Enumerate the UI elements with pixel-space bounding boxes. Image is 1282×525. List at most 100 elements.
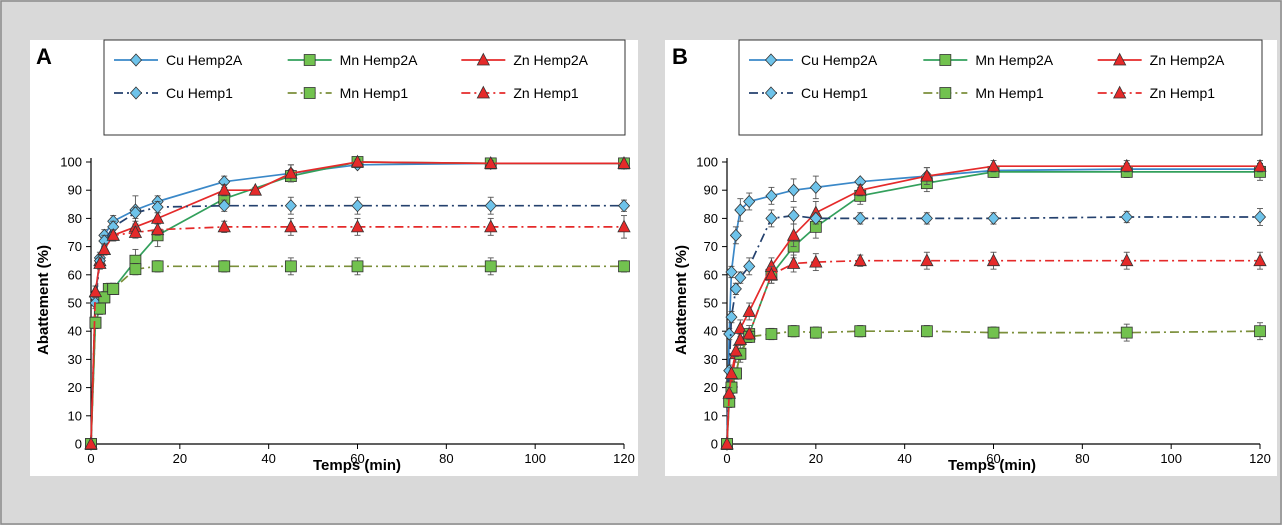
- panel-a: A Cu Hemp2A Mn Hemp2A Zn Hemp2A Cu Hemp1 Mn …: [30, 39, 638, 476]
- panel-a-legend-entry-zn-hemp2a-marker: [476, 52, 490, 66]
- panel-a-series-cu-hemp1-point: [484, 199, 497, 213]
- panel-a-series-mn-hemp1-point: [151, 260, 164, 273]
- panel-a-label: A: [36, 44, 52, 69]
- panel-a-legend: Cu Hemp2A Mn Hemp2A Zn Hemp2A Cu Hemp1 Mn He…: [114, 52, 589, 101]
- panel-b-x-axis-label: Temps (min): [948, 457, 1036, 474]
- panel-b-y-tick-label: 80: [704, 211, 718, 226]
- panel-a-series-mn-hemp1-point: [484, 260, 497, 273]
- panel-a-series-cu-hemp1-point: [617, 199, 631, 213]
- panel-b-series-mn-hemp1-point: [920, 325, 933, 338]
- panel-b-series-cu-hemp1-point: [1253, 210, 1267, 224]
- panel-a-y-tick-label: 100: [60, 155, 82, 170]
- panel-b-series-zn-hemp1-point: [724, 366, 739, 379]
- panel-a-series-mn-hemp1-point: [107, 282, 120, 295]
- panel-b-x-tick-label: 100: [1160, 451, 1182, 466]
- panel-b-series-cu-hemp2a-point: [723, 327, 736, 341]
- panel-b-x-tick-label: 80: [1075, 451, 1089, 466]
- panel-b-legend-box: [738, 39, 1263, 136]
- panel-a-series-zn-hemp1-point: [284, 219, 298, 233]
- panel-b-series-cu-hemp1-point: [854, 211, 867, 225]
- panel-b-series-cu-hemp2a-point: [809, 180, 822, 194]
- panel-b-series-cu-hemp1-point: [987, 211, 1000, 225]
- panel-b-series-zn-hemp2a: [720, 158, 1267, 450]
- panel-a-series-zn-hemp1-point: [128, 225, 143, 238]
- panel-b-x-tick-label: 60: [986, 451, 1000, 466]
- panel-a-axes: 0 10 20 30 40 50 60 70 80 90 100 0 20 40 60 80 100 120: [60, 155, 635, 467]
- panel-a-series-zn-hemp2a-point: [217, 182, 231, 196]
- panel-b-series-mn-hemp1-point: [987, 326, 1000, 339]
- panel-a-legend-entry-zn-hemp2a: Zn Hemp2A: [461, 52, 589, 68]
- panel-b-series-zn-hemp1-line: [726, 259, 1260, 445]
- panel-a-series-zn-hemp1-point: [484, 219, 498, 233]
- panel-a-series-zn-hemp1-point: [350, 219, 365, 233]
- panel-a-legend-entry-mn-hemp2a-marker: [303, 54, 316, 66]
- panel-b-series-cu-hemp1-point: [809, 211, 822, 225]
- panel-b-legend-entry-zn-hemp2a-marker: [1113, 52, 1127, 66]
- panel-a-series-zn-hemp1-point: [217, 219, 231, 233]
- panel-a-series-mn-hemp1-point: [284, 260, 297, 273]
- panel-a-series-cu-hemp1-point: [218, 199, 231, 213]
- panel-a-y-tick-label: 40: [68, 324, 82, 339]
- panel-a-series-zn-hemp2a-point: [617, 156, 631, 169]
- panel-b-series-cu-hemp2a-line: [726, 168, 1260, 445]
- panel-b-legend-entry-mn-hemp2a: Mn Hemp2A: [923, 52, 1054, 68]
- panel-b-series-cu-hemp1-point: [765, 211, 778, 225]
- panel-b-series-zn-hemp2a-point: [1120, 158, 1134, 172]
- panel-a-series-zn-hemp1-point: [150, 222, 165, 236]
- panel-a-series-cu-hemp1-point: [284, 199, 297, 213]
- panel-a-series-zn-hemp1: [84, 215, 631, 450]
- panel-a-legend-entry-cu-hemp1-label: Cu Hemp1: [166, 85, 233, 101]
- panel-b-series-zn-hemp1-point: [986, 253, 1001, 267]
- panel-b-series-cu-hemp1-point: [734, 271, 747, 285]
- panel-a-series-mn-hemp1-point: [129, 263, 142, 276]
- panel-a-series-zn-hemp1-point: [88, 284, 103, 298]
- panel-b-legend-entry-cu-hemp2a: Cu Hemp2A: [749, 52, 878, 68]
- panel-a-legend-entry-zn-hemp1: Zn Hemp1: [461, 85, 579, 101]
- panel-b-series-zn-hemp1-point: [729, 343, 743, 357]
- panel-a-series-mn-hemp1-point: [351, 260, 364, 273]
- panel-a-series-mn-hemp1-point: [89, 316, 102, 329]
- panel-b-series-zn-hemp2a-point: [786, 227, 801, 241]
- panel-b-series-cu-hemp2a-point: [734, 203, 747, 217]
- panel-b-y-tick-label: 0: [711, 437, 718, 452]
- panel-a-legend-entry-cu-hemp2a-label: Cu Hemp2A: [166, 52, 243, 68]
- panel-a-y-tick-label: 10: [68, 408, 82, 423]
- panel-a-x-tick-label: 20: [173, 451, 187, 466]
- panel-a-legend-entry-mn-hemp2a: Mn Hemp2A: [287, 52, 418, 68]
- panel-b-legend-entry-zn-hemp1: Zn Hemp1: [1097, 85, 1216, 101]
- panel-b-y-tick-label: 30: [704, 352, 718, 367]
- panel-a-x-axis-label: Temps (min): [313, 457, 401, 474]
- panel-b-series-zn-hemp1-point: [786, 256, 801, 269]
- panel-a-plot: [84, 154, 631, 451]
- panel-b-series-zn-hemp1-point: [1253, 253, 1267, 267]
- panel-a-x-tick-label: 40: [261, 451, 275, 466]
- panel-a-legend-entry-zn-hemp2a-label: Zn Hemp2A: [513, 52, 588, 68]
- panel-a-y-tick-label: 60: [68, 267, 82, 282]
- panel-a-y-tick-label: 90: [68, 183, 82, 198]
- panel-b-y-tick-label: 40: [704, 324, 718, 339]
- panel-a-legend-entry-mn-hemp1-label: Mn Hemp1: [340, 85, 409, 101]
- panel-b-series-mn-hemp1-point: [787, 325, 800, 338]
- panel-a-series-cu-hemp1-point: [151, 200, 164, 214]
- panel-b-plot: [720, 158, 1267, 451]
- panel-a-legend-entry-cu-hemp1-marker: [129, 86, 143, 100]
- panel-b-legend-entry-cu-hemp1-label: Cu Hemp1: [801, 85, 868, 101]
- panel-b-series-cu-hemp1-point: [920, 211, 933, 225]
- panel-b-y-tick-label: 60: [704, 267, 718, 282]
- panel-a-y-axis-label: Abattement (%): [35, 245, 52, 355]
- panel-a-y-tick-label: 50: [68, 296, 82, 311]
- panel-a-legend-box: [103, 39, 626, 136]
- panel-b-series-cu-hemp1-point: [1120, 210, 1133, 224]
- panel-b-legend-entry-zn-hemp1-label: Zn Hemp1: [1150, 85, 1216, 101]
- panel-b-y-tick-label: 20: [704, 380, 718, 395]
- panel-a-series-zn-hemp1-point: [93, 256, 107, 269]
- panel-b-legend-entry-cu-hemp2a-marker: [764, 53, 778, 67]
- panel-b-legend: Cu Hemp2A Mn Hemp2A Zn Hemp2A Cu Hemp1 Mn He…: [749, 52, 1225, 101]
- panel-b-series-zn-hemp1-point: [722, 385, 736, 399]
- panel-b-series-zn-hemp1-point: [764, 267, 779, 281]
- panel-b-legend-entry-mn-hemp1: Mn Hemp1: [923, 85, 1044, 101]
- panel-a-legend-entry-zn-hemp1-label: Zn Hemp1: [513, 85, 579, 101]
- panel-b-series-cu-hemp2a-point: [765, 189, 778, 203]
